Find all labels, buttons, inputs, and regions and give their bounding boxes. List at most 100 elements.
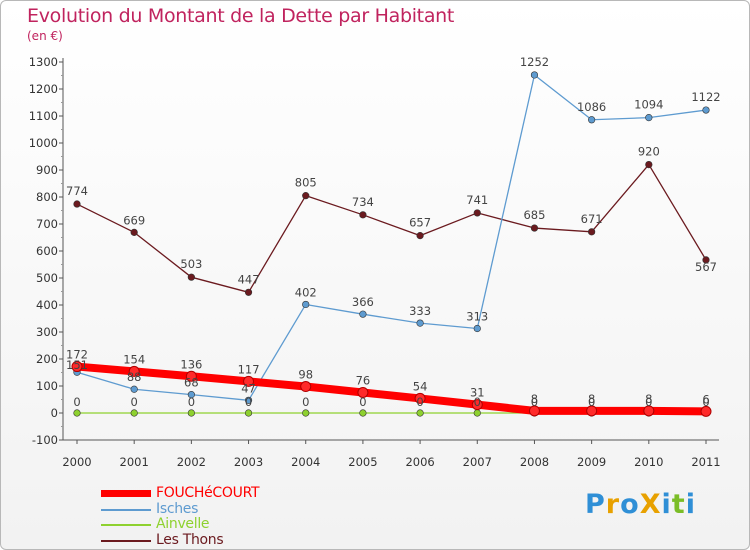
logo-letter: t bbox=[671, 489, 686, 520]
data-label: 0 bbox=[245, 395, 252, 409]
data-point bbox=[130, 385, 138, 393]
data-label: 54 bbox=[413, 379, 428, 393]
x-tick-label: 2003 bbox=[234, 455, 263, 469]
y-tick-label: 400 bbox=[36, 298, 58, 312]
data-label: 0 bbox=[645, 395, 652, 409]
data-point bbox=[645, 161, 653, 169]
x-tick-label: 2000 bbox=[62, 455, 91, 469]
legend-label: Ainvelle bbox=[156, 516, 210, 532]
x-tick-label: 2004 bbox=[291, 455, 320, 469]
data-point bbox=[416, 232, 424, 240]
data-point bbox=[73, 200, 81, 208]
series-line-isches bbox=[76, 74, 707, 401]
data-point bbox=[588, 228, 596, 236]
x-tick-label: 2007 bbox=[463, 455, 492, 469]
data-point bbox=[359, 409, 367, 417]
x-axis-ticks: 2000 2001 2002 2003 2004 2005 2006 2007 2008 2009… bbox=[62, 440, 721, 469]
data-label: 0 bbox=[474, 395, 481, 409]
series-line-fouch-court bbox=[73, 362, 710, 416]
data-point bbox=[357, 386, 369, 398]
data-point bbox=[187, 273, 195, 281]
data-point bbox=[302, 409, 310, 417]
y-axis-ticks: -100 0 100 200 300 400 500 600 700 800 900 1000 1100… bbox=[29, 55, 63, 447]
x-tick-label: 2008 bbox=[520, 455, 549, 469]
data-label: 8 bbox=[645, 392, 652, 406]
data-label: 447 bbox=[238, 272, 260, 286]
data-point bbox=[473, 209, 481, 217]
data-point bbox=[243, 375, 255, 387]
series-layer bbox=[71, 71, 712, 417]
series-fouch-court bbox=[71, 361, 712, 417]
data-label: 805 bbox=[295, 176, 317, 190]
chart-title: Evolution du Montant de la Dette par Hab… bbox=[27, 5, 455, 27]
data-label: 741 bbox=[466, 193, 488, 207]
y-tick-label: -100 bbox=[32, 433, 58, 447]
data-label: 8 bbox=[531, 392, 538, 406]
y-tick-label: 1300 bbox=[29, 55, 58, 69]
data-point bbox=[528, 405, 540, 417]
data-label: 1252 bbox=[520, 55, 549, 69]
legend-swatch bbox=[101, 539, 151, 542]
y-tick-label: 0 bbox=[51, 406, 58, 420]
data-label: 333 bbox=[409, 304, 431, 318]
y-tick-label: 800 bbox=[36, 190, 58, 204]
y-tick-label: 300 bbox=[36, 325, 58, 339]
data-point bbox=[416, 319, 424, 327]
x-tick-label: 2010 bbox=[634, 455, 663, 469]
data-point bbox=[359, 211, 367, 219]
data-point bbox=[187, 391, 195, 399]
data-label: 0 bbox=[416, 395, 423, 409]
data-label: 313 bbox=[466, 309, 488, 323]
data-point bbox=[530, 71, 539, 79]
logo-letter: i bbox=[685, 489, 696, 520]
data-point bbox=[244, 396, 253, 404]
data-point bbox=[300, 381, 312, 393]
data-label: 669 bbox=[123, 213, 145, 227]
data-point bbox=[302, 300, 310, 309]
series-les-thons bbox=[73, 161, 710, 296]
data-label: 774 bbox=[66, 184, 88, 198]
y-tick-label: 500 bbox=[36, 271, 58, 285]
data-point bbox=[643, 405, 655, 417]
data-label: 68 bbox=[184, 376, 199, 390]
data-point bbox=[645, 114, 653, 122]
legend-swatch bbox=[101, 490, 151, 497]
data-label: 8 bbox=[588, 392, 595, 406]
data-label: 0 bbox=[131, 395, 138, 409]
data-label: 1122 bbox=[691, 90, 720, 104]
data-label: 117 bbox=[238, 362, 260, 376]
y-tick-label: 1200 bbox=[29, 82, 58, 96]
y-tick-label: 1100 bbox=[29, 109, 58, 123]
data-label: 567 bbox=[695, 260, 717, 274]
data-label: 151 bbox=[66, 358, 88, 372]
data-point bbox=[130, 228, 138, 236]
data-point bbox=[187, 409, 195, 417]
data-point bbox=[71, 361, 83, 373]
x-tick-label: 2001 bbox=[120, 455, 149, 469]
y-tick-label: 1000 bbox=[29, 136, 58, 150]
series-line-les-thons bbox=[76, 163, 707, 293]
data-point bbox=[473, 324, 481, 333]
data-label: 0 bbox=[73, 395, 80, 409]
data-label: 657 bbox=[409, 216, 431, 230]
data-label: 366 bbox=[352, 295, 374, 309]
data-labels: 774 669 503 447 805 734 657 741 685 671 920 567 151 8… bbox=[66, 55, 721, 409]
data-label: 0 bbox=[359, 395, 366, 409]
data-point bbox=[586, 405, 598, 417]
y-tick-label: 900 bbox=[36, 163, 58, 177]
data-label: 0 bbox=[531, 395, 538, 409]
data-point bbox=[414, 392, 426, 404]
y-tick-label: 600 bbox=[36, 244, 58, 258]
proxiti-logo: ProXiti bbox=[585, 489, 696, 520]
chart-subtitle: (en €) bbox=[27, 29, 63, 43]
data-label: 503 bbox=[180, 257, 202, 271]
y-tick-label: 700 bbox=[36, 217, 58, 231]
data-label: 685 bbox=[523, 208, 545, 222]
data-point bbox=[702, 106, 710, 114]
data-label: 154 bbox=[123, 352, 145, 366]
data-label: 172 bbox=[66, 348, 88, 362]
data-label: 0 bbox=[588, 395, 595, 409]
legend-swatch bbox=[101, 524, 151, 526]
data-label: 920 bbox=[638, 145, 660, 159]
